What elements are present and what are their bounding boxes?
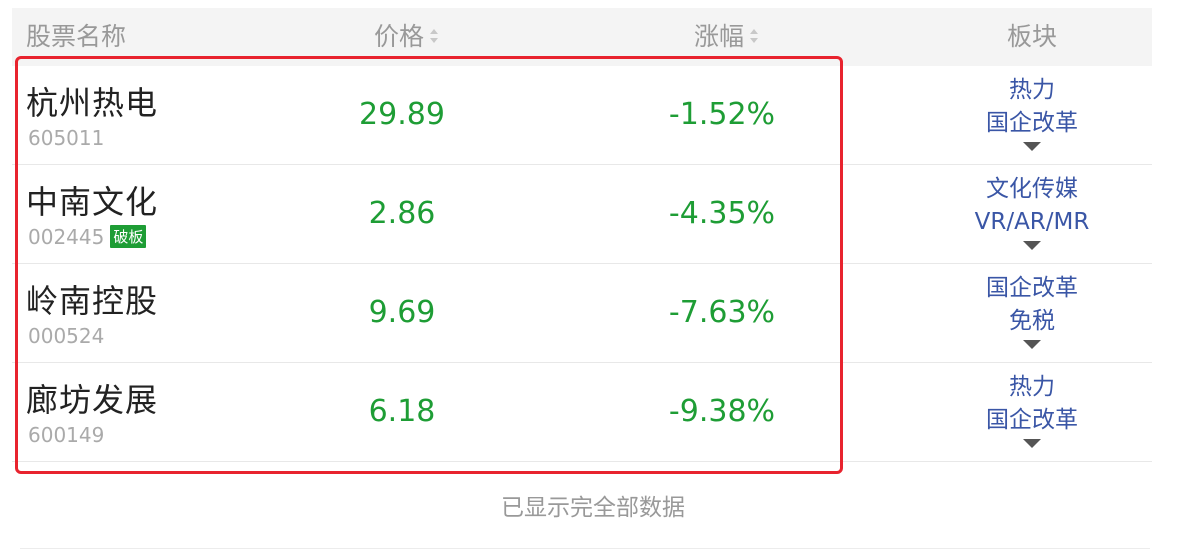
- stock-code: 002445 破板: [28, 225, 147, 249]
- stock-code-value: 000524: [28, 324, 105, 348]
- stock-name: 岭南控股: [26, 282, 159, 320]
- sort-icon: [748, 27, 760, 45]
- table-row[interactable]: 岭南控股 000524 9.69 -7.63% 国企改革 免税: [12, 264, 1152, 363]
- header-price-label: 价格: [373, 22, 424, 51]
- header-change-sort[interactable]: 涨幅: [677, 8, 777, 66]
- sector-tag[interactable]: 国企改革: [986, 110, 1078, 136]
- header-stock-name: 股票名称: [26, 22, 127, 51]
- end-of-list-text: 已显示完全部数据: [501, 495, 685, 521]
- stock-code: 000524: [28, 324, 104, 348]
- sector-cell[interactable]: 热力 国企改革: [932, 371, 1132, 448]
- sector-tag[interactable]: 文化传媒: [986, 176, 1078, 202]
- table-row[interactable]: 杭州热电 605011 29.89 -1.52% 热力 国企改革: [12, 66, 1152, 165]
- stock-code-value: 002445: [28, 225, 105, 249]
- stock-name: 中南文化: [26, 183, 159, 221]
- stock-name: 廊坊发展: [26, 381, 159, 419]
- sector-tag[interactable]: 国企改革: [986, 275, 1078, 301]
- stock-change: -7.63%: [668, 295, 776, 330]
- header-price-sort[interactable]: 价格: [362, 8, 452, 66]
- stock-code: 605011: [28, 126, 104, 150]
- table-row[interactable]: 廊坊发展 600149 6.18 -9.38% 热力 国企改革: [12, 363, 1152, 462]
- sector-tag[interactable]: 免税: [1009, 308, 1055, 334]
- stock-code-value: 600149: [28, 423, 105, 447]
- sector-tag[interactable]: 国企改革: [986, 407, 1078, 433]
- stock-change: -9.38%: [668, 394, 776, 429]
- sector-tag[interactable]: 热力: [1009, 374, 1055, 400]
- caret-down-icon[interactable]: [1023, 142, 1041, 151]
- sector-cell[interactable]: 国企改革 免税: [932, 272, 1132, 349]
- divider: [20, 548, 1150, 549]
- caret-down-icon[interactable]: [1023, 439, 1041, 448]
- header-sector: 板块: [1006, 22, 1057, 51]
- sector-cell[interactable]: 文化传媒 VR/AR/MR: [932, 173, 1132, 250]
- status-badge: 破板: [110, 225, 147, 248]
- stock-code-value: 605011: [28, 126, 105, 150]
- stock-code: 600149: [28, 423, 104, 447]
- stock-change: -1.52%: [668, 97, 776, 132]
- stock-price: 2.86: [368, 196, 436, 231]
- stock-name: 杭州热电: [26, 84, 159, 122]
- caret-down-icon[interactable]: [1023, 241, 1041, 250]
- stock-price: 6.18: [368, 394, 436, 429]
- stock-price: 9.69: [368, 295, 436, 330]
- sort-icon: [428, 27, 440, 45]
- stock-price: 29.89: [359, 97, 445, 132]
- table-row[interactable]: 中南文化 002445 破板 2.86 -4.35% 文化传媒 VR/AR/MR: [12, 165, 1152, 264]
- sector-tag[interactable]: 热力: [1009, 77, 1055, 103]
- sector-cell[interactable]: 热力 国企改革: [932, 74, 1132, 151]
- sector-tag[interactable]: VR/AR/MR: [974, 209, 1090, 235]
- header-change-label: 涨幅: [693, 22, 744, 51]
- stock-change: -4.35%: [668, 196, 776, 231]
- caret-down-icon[interactable]: [1023, 340, 1041, 349]
- table-header: 股票名称 价格 涨幅 板块: [12, 8, 1152, 66]
